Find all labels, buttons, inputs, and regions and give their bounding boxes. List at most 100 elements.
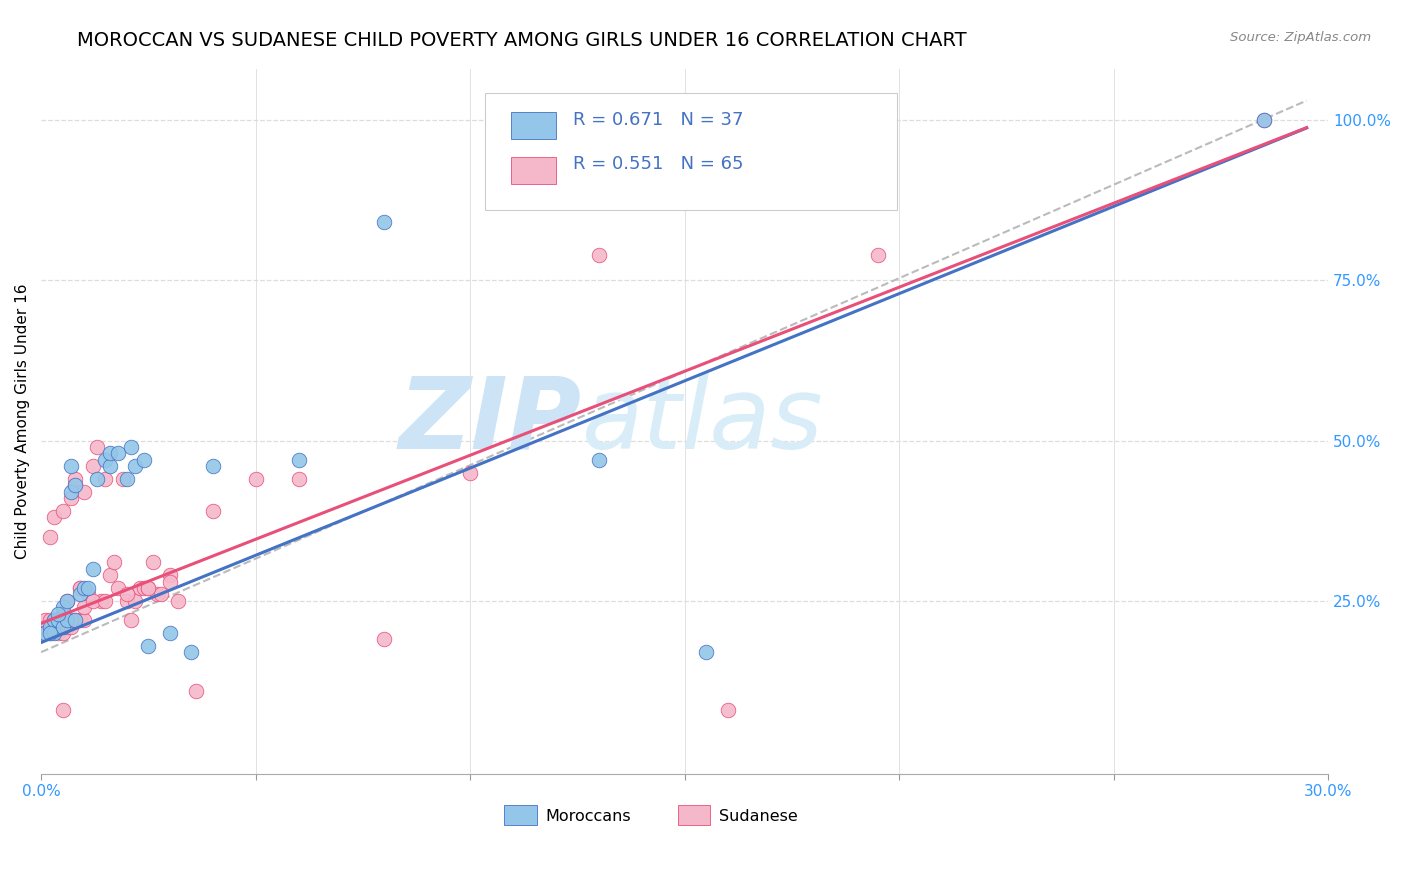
Point bbox=[65, 478, 87, 492]
Point bbox=[180, 645, 202, 659]
Point bbox=[1253, 112, 1275, 127]
Point bbox=[111, 472, 134, 486]
Point bbox=[107, 446, 129, 460]
Point bbox=[159, 626, 181, 640]
Point bbox=[115, 472, 138, 486]
Point bbox=[51, 626, 73, 640]
Text: Source: ZipAtlas.com: Source: ZipAtlas.com bbox=[1230, 31, 1371, 45]
Point bbox=[69, 581, 91, 595]
Point bbox=[30, 626, 52, 640]
Point bbox=[69, 613, 91, 627]
Point bbox=[458, 466, 481, 480]
Point bbox=[82, 562, 104, 576]
FancyBboxPatch shape bbox=[485, 93, 897, 210]
Point bbox=[373, 215, 395, 229]
Text: R = 0.551   N = 65: R = 0.551 N = 65 bbox=[572, 155, 744, 173]
FancyBboxPatch shape bbox=[678, 805, 710, 825]
Point bbox=[73, 581, 96, 595]
Point bbox=[103, 555, 125, 569]
Point bbox=[46, 613, 69, 627]
Point bbox=[65, 472, 87, 486]
Point bbox=[73, 613, 96, 627]
Point bbox=[167, 594, 190, 608]
Point bbox=[34, 613, 56, 627]
Point bbox=[69, 587, 91, 601]
Point bbox=[1253, 112, 1275, 127]
Point bbox=[65, 613, 87, 627]
Point bbox=[107, 581, 129, 595]
Point bbox=[98, 459, 121, 474]
Point bbox=[60, 484, 83, 499]
Point bbox=[150, 587, 173, 601]
Point bbox=[588, 247, 610, 261]
Point bbox=[90, 594, 112, 608]
Point bbox=[132, 452, 155, 467]
Point bbox=[184, 683, 207, 698]
Point bbox=[142, 555, 165, 569]
Point bbox=[287, 452, 309, 467]
Point bbox=[86, 472, 108, 486]
Point bbox=[159, 574, 181, 589]
Point bbox=[716, 703, 738, 717]
Text: Moroccans: Moroccans bbox=[546, 809, 631, 824]
Point bbox=[51, 607, 73, 621]
Point bbox=[73, 600, 96, 615]
Point bbox=[124, 594, 146, 608]
Point bbox=[138, 639, 160, 653]
Point bbox=[38, 613, 60, 627]
Point bbox=[56, 594, 79, 608]
Point bbox=[201, 459, 224, 474]
Point bbox=[866, 247, 889, 261]
Point bbox=[115, 594, 138, 608]
Point bbox=[56, 619, 79, 633]
Point bbox=[201, 504, 224, 518]
Point bbox=[60, 613, 83, 627]
Text: Sudanese: Sudanese bbox=[720, 809, 799, 824]
Point bbox=[51, 619, 73, 633]
Text: ZIP: ZIP bbox=[399, 373, 582, 470]
Point bbox=[65, 478, 87, 492]
Point bbox=[56, 594, 79, 608]
Point bbox=[46, 613, 69, 627]
Point bbox=[287, 472, 309, 486]
Point bbox=[98, 446, 121, 460]
Point bbox=[51, 504, 73, 518]
Point bbox=[51, 600, 73, 615]
Point bbox=[38, 626, 60, 640]
Point bbox=[34, 619, 56, 633]
FancyBboxPatch shape bbox=[510, 157, 555, 184]
Point bbox=[82, 459, 104, 474]
Point bbox=[42, 619, 65, 633]
Point bbox=[73, 484, 96, 499]
Point bbox=[77, 581, 100, 595]
Point bbox=[124, 459, 146, 474]
Point bbox=[51, 703, 73, 717]
Text: atlas: atlas bbox=[582, 373, 824, 470]
Point bbox=[159, 568, 181, 582]
Point bbox=[42, 626, 65, 640]
Point bbox=[34, 626, 56, 640]
FancyBboxPatch shape bbox=[505, 805, 537, 825]
Point bbox=[138, 581, 160, 595]
Point bbox=[373, 632, 395, 647]
Point bbox=[120, 440, 142, 454]
Point bbox=[38, 626, 60, 640]
Point bbox=[42, 613, 65, 627]
Point bbox=[38, 619, 60, 633]
Point bbox=[82, 594, 104, 608]
Point bbox=[51, 613, 73, 627]
Point bbox=[588, 452, 610, 467]
Text: MOROCCAN VS SUDANESE CHILD POVERTY AMONG GIRLS UNDER 16 CORRELATION CHART: MOROCCAN VS SUDANESE CHILD POVERTY AMONG… bbox=[77, 31, 967, 50]
Point bbox=[94, 472, 117, 486]
Point bbox=[120, 613, 142, 627]
Point bbox=[56, 613, 79, 627]
Point bbox=[94, 452, 117, 467]
Point bbox=[46, 607, 69, 621]
Point bbox=[94, 594, 117, 608]
Point bbox=[42, 510, 65, 524]
Point bbox=[60, 491, 83, 506]
Point bbox=[98, 568, 121, 582]
Y-axis label: Child Poverty Among Girls Under 16: Child Poverty Among Girls Under 16 bbox=[15, 284, 30, 559]
Point bbox=[46, 626, 69, 640]
Point bbox=[77, 587, 100, 601]
